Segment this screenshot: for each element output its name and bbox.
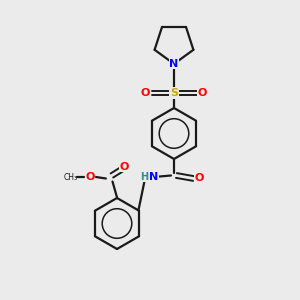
Text: O: O (141, 88, 150, 98)
Text: O: O (195, 173, 204, 184)
Text: O: O (198, 88, 207, 98)
Text: O: O (85, 172, 95, 182)
Text: N: N (169, 59, 178, 69)
Text: S: S (170, 88, 178, 98)
Text: CH₃: CH₃ (63, 172, 78, 182)
Text: N: N (149, 172, 158, 182)
Text: O: O (120, 161, 129, 172)
Text: H: H (140, 172, 148, 182)
